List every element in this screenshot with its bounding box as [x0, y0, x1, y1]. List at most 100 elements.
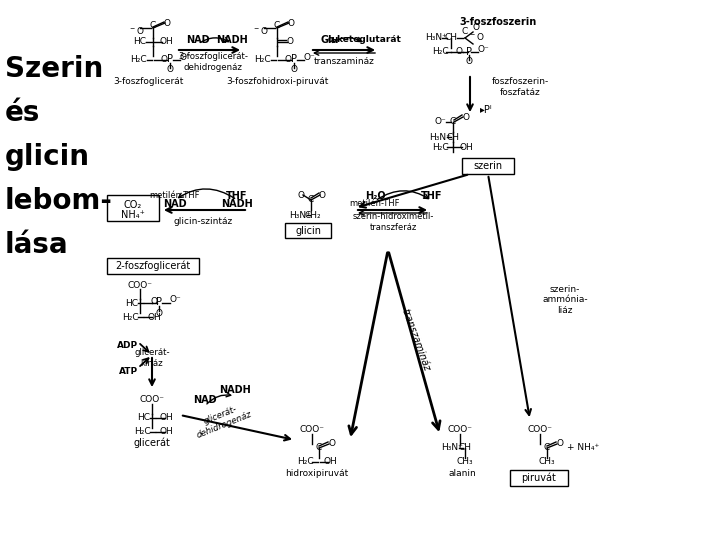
Text: 3-foszfoglicerát-
dehidrogenáz: 3-foszfoglicerát- dehidrogenáz [178, 52, 248, 72]
Text: H₂C: H₂C [130, 56, 146, 64]
Text: O: O [284, 55, 292, 64]
Text: Szerin: Szerin [5, 55, 103, 83]
Text: CH₂: CH₂ [305, 211, 321, 219]
Text: O: O [290, 65, 297, 75]
Text: ▸Pᴵ: ▸Pᴵ [480, 105, 492, 115]
Text: P: P [466, 47, 472, 57]
Text: C: C [450, 118, 456, 126]
Text: C: C [462, 28, 468, 37]
Text: és: és [5, 99, 40, 127]
Text: $^-$O: $^-$O [252, 24, 269, 36]
Text: NADH: NADH [219, 385, 251, 395]
Text: NH₄⁺: NH₄⁺ [121, 210, 145, 220]
Text: transzamináz: transzamináz [314, 57, 374, 66]
Text: metilén-THF: metilén-THF [350, 199, 400, 208]
Text: C: C [316, 443, 322, 453]
Text: szerin-hidroximetil-
transzferáz: szerin-hidroximetil- transzferáz [352, 212, 433, 232]
Text: glicin-szintáz: glicin-szintáz [174, 217, 233, 226]
Bar [107, 258, 199, 274]
Text: HC: HC [125, 299, 138, 307]
Text: Glu: Glu [320, 35, 339, 45]
Text: szerin: szerin [474, 161, 503, 171]
Text: O: O [472, 23, 480, 31]
Text: O⁻: O⁻ [303, 53, 315, 63]
Text: H₂O: H₂O [365, 191, 385, 201]
Bar [107, 195, 159, 221]
Text: O: O [557, 440, 564, 449]
Text: OH: OH [159, 37, 173, 46]
Text: O: O [328, 440, 336, 449]
Text: 3-foszfohidroxi-piruvát: 3-foszfohidroxi-piruvát [226, 78, 328, 86]
Text: H₂C: H₂C [432, 143, 449, 152]
Text: O⁻: O⁻ [179, 53, 191, 63]
Text: glicerát-
kináz: glicerát- kináz [134, 348, 170, 368]
Text: glicerát-
dehidrogenáz: glicerát- dehidrogenáz [191, 400, 253, 440]
Text: O: O [318, 191, 325, 199]
Text: H₂C: H₂C [122, 313, 138, 321]
Text: THF: THF [421, 191, 443, 201]
Bar [510, 470, 568, 486]
Text: O: O [297, 191, 305, 199]
Text: NADH: NADH [216, 35, 248, 45]
Text: H₃N⁺: H₃N⁺ [429, 132, 451, 141]
Text: lása: lása [5, 231, 68, 259]
Text: $^-$O: $^-$O [468, 31, 485, 43]
Text: P: P [156, 297, 162, 307]
Text: glicin: glicin [295, 226, 321, 236]
Text: CH: CH [444, 33, 457, 43]
Text: HC: HC [138, 414, 150, 422]
Text: C: C [150, 22, 156, 30]
Bar [285, 223, 331, 238]
Text: transzamináz: transzamináz [399, 307, 431, 373]
Text: COO⁻: COO⁻ [127, 280, 153, 289]
Text: H₂C: H₂C [134, 428, 150, 436]
Text: O⁻: O⁻ [434, 118, 446, 126]
Text: ATP: ATP [119, 368, 138, 376]
Text: O: O [156, 308, 163, 318]
Text: O: O [462, 112, 469, 122]
Text: lebom-: lebom- [5, 187, 113, 215]
Text: piruvát: piruvát [521, 472, 557, 483]
Text: O: O [466, 57, 472, 66]
Text: H₃N⁺: H₃N⁺ [289, 211, 311, 219]
Text: CO₂: CO₂ [124, 200, 142, 210]
Text: COO⁻: COO⁻ [448, 426, 472, 435]
Text: NAD: NAD [186, 35, 210, 45]
Text: CH₃: CH₃ [456, 457, 473, 467]
Text: COO⁻: COO⁻ [140, 395, 164, 404]
Text: $^-$O: $^-$O [127, 24, 144, 36]
Text: H₂C: H₂C [253, 56, 270, 64]
Text: C: C [544, 443, 550, 453]
Text: + NH₄⁺: + NH₄⁺ [567, 443, 599, 453]
Text: CH: CH [446, 132, 459, 141]
Text: OH: OH [323, 457, 337, 467]
Text: OH: OH [159, 428, 173, 436]
Text: 3-foszfoszerin: 3-foszfoszerin [459, 17, 536, 27]
Text: P: P [167, 54, 173, 64]
Text: α-ketoglutarát: α-ketoglutarát [328, 36, 402, 44]
Text: O⁻: O⁻ [169, 295, 181, 305]
Text: COO⁻: COO⁻ [300, 426, 325, 435]
Text: P: P [291, 54, 297, 64]
Text: C: C [308, 195, 314, 205]
Bar [462, 158, 514, 174]
Text: O: O [287, 18, 294, 28]
Text: OH: OH [147, 313, 161, 321]
Text: NAD: NAD [163, 199, 186, 209]
Text: O: O [161, 55, 168, 64]
Text: CH₃: CH₃ [539, 457, 555, 467]
Text: 3-foszfoglicerát: 3-foszfoglicerát [113, 78, 183, 86]
Text: glicerát: glicerát [134, 438, 171, 448]
Text: COO⁻: COO⁻ [528, 426, 552, 435]
Text: O: O [163, 18, 171, 28]
Text: C: C [274, 22, 280, 30]
Text: alanin: alanin [448, 469, 476, 478]
Text: CH: CH [459, 443, 472, 453]
Text: hidroxipiruvát: hidroxipiruvát [285, 469, 348, 478]
Text: 2-foszfoglicerát: 2-foszfoglicerát [115, 261, 191, 271]
Text: OH: OH [159, 414, 173, 422]
Text: NADH: NADH [221, 199, 253, 209]
Text: H₂C: H₂C [297, 457, 313, 467]
Text: O: O [287, 37, 294, 46]
Text: HC: HC [133, 37, 146, 46]
